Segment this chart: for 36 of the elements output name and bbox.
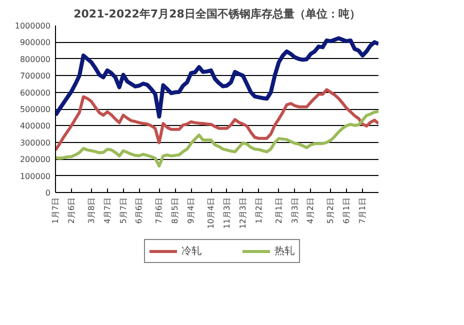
x-tick-label: 6月1日 <box>342 197 352 224</box>
x-tick-label: 4月2日 <box>306 197 316 224</box>
x-tick-label: 1月2日 <box>254 197 264 224</box>
y-tick-label: 100000 <box>20 172 51 181</box>
x-tick-label: 3月3日 <box>290 197 300 224</box>
x-tick-label: 4月7日 <box>102 197 112 224</box>
x-tick-label: 8月5日 <box>170 197 180 224</box>
legend-label: 热轧 <box>274 245 294 258</box>
x-tick-label: 12月3日 <box>238 197 248 229</box>
y-tick-label: 300000 <box>20 138 51 148</box>
y-tick-label: 500000 <box>20 105 51 114</box>
chart-title: 2021-2022年7月28日全国不锈钢库存总量（单位：吨） <box>74 8 360 20</box>
line-series <box>56 88 378 152</box>
y-tick-label: 800000 <box>20 54 51 64</box>
y-tick-label: 200000 <box>20 155 51 164</box>
x-tick-label: 6月6日 <box>134 197 144 224</box>
x-tick-label: 9月4日 <box>186 197 196 224</box>
line-series <box>56 36 378 119</box>
x-tick-label: 10月4日 <box>206 197 216 229</box>
legend-label: 冷轧 <box>182 245 202 258</box>
x-tick-label: 7月6日 <box>154 197 164 224</box>
y-tick-label: 0 <box>45 188 51 198</box>
x-tick-label: 2月6日 <box>66 197 76 224</box>
y-tick-label: 1000000 <box>14 22 51 30</box>
y-tick-label: 400000 <box>20 122 51 131</box>
x-tick-label: 11月3日 <box>222 197 232 229</box>
x-tick-label: 5月7日 <box>118 197 128 224</box>
y-tick-label: 600000 <box>20 88 51 98</box>
y-tick-label: 700000 <box>20 72 51 81</box>
line-series <box>56 110 378 168</box>
x-tick-label: 7月1日 <box>358 197 368 224</box>
x-tick-label: 5月2日 <box>326 197 336 224</box>
y-tick-label: 900000 <box>20 38 51 48</box>
x-tick-label: 2月1日 <box>274 197 284 224</box>
x-tick-label: 3月8日 <box>86 197 96 224</box>
x-tick-label: 1月7日 <box>51 197 60 224</box>
